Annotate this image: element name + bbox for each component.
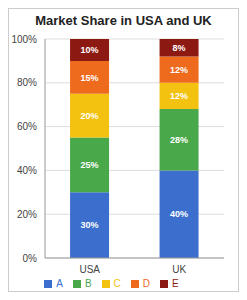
svg-text:28%: 28% bbox=[170, 135, 188, 145]
svg-text:100%: 100% bbox=[11, 34, 37, 45]
svg-text:8%: 8% bbox=[173, 43, 186, 53]
svg-text:25%: 25% bbox=[81, 160, 99, 170]
svg-text:20%: 20% bbox=[81, 111, 99, 121]
svg-text:12%: 12% bbox=[170, 65, 188, 75]
html-text:C: C bbox=[113, 278, 121, 289]
svg-text:60%: 60% bbox=[17, 121, 37, 132]
svg-text:UK: UK bbox=[172, 264, 186, 275]
svg-text:40%: 40% bbox=[17, 165, 37, 176]
svg-text:80%: 80% bbox=[17, 77, 37, 88]
svg-text:20%: 20% bbox=[17, 209, 37, 220]
html-text:A: A bbox=[56, 278, 63, 289]
html-text:E: E bbox=[172, 278, 179, 289]
svg-text:15%: 15% bbox=[81, 73, 99, 83]
html-text:Market Share in USA and UK: Market Share in USA and UK bbox=[35, 13, 212, 28]
svg-text:10%: 10% bbox=[81, 45, 99, 55]
svg-text:USA: USA bbox=[79, 264, 100, 275]
html-text:B: B bbox=[84, 278, 92, 289]
svg-text:0%: 0% bbox=[23, 253, 38, 264]
svg-text:30%: 30% bbox=[81, 220, 99, 230]
svg-text:40%: 40% bbox=[170, 209, 188, 219]
html-text:D: D bbox=[142, 278, 151, 289]
svg-text:12%: 12% bbox=[170, 91, 188, 101]
